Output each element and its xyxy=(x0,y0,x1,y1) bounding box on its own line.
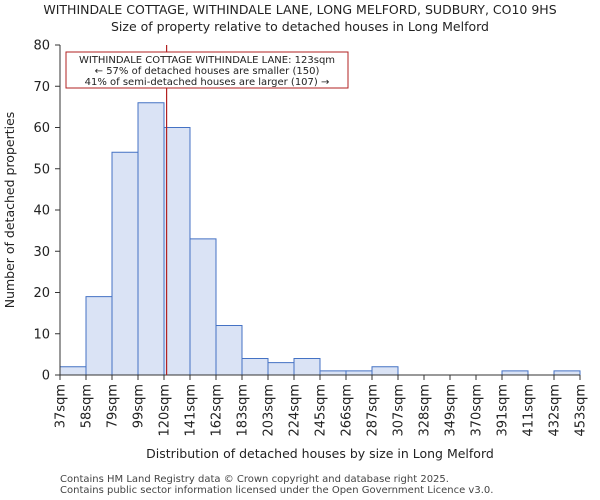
y-tick-label-0: 0 xyxy=(42,369,50,384)
x-tick-label-58sqm: 58sqm xyxy=(80,384,95,428)
bar-183sqm xyxy=(241,358,269,376)
y-tick-label-60: 60 xyxy=(33,121,50,136)
bar-203sqm xyxy=(267,362,295,376)
x-tick-label-266sqm: 266sqm xyxy=(340,384,355,437)
bar-287sqm xyxy=(371,366,399,376)
bars-group xyxy=(59,102,581,376)
x-tick-label-370sqm: 370sqm xyxy=(470,384,485,437)
bar-432sqm xyxy=(553,370,581,376)
x-tick-label-141sqm: 141sqm xyxy=(184,384,199,437)
annotation-box xyxy=(65,51,349,89)
bar-37sqm xyxy=(59,366,87,376)
chart-subtitle: Size of property relative to detached ho… xyxy=(111,19,489,34)
x-tick-label-162sqm: 162sqm xyxy=(210,384,225,437)
bar-99sqm xyxy=(137,102,165,376)
y-tick-label-30: 30 xyxy=(33,245,50,260)
x-tick-label-99sqm: 99sqm xyxy=(132,384,147,428)
bar-141sqm xyxy=(189,238,217,376)
annotation-line-2: ← 57% of detached houses are smaller (15… xyxy=(95,66,320,77)
bar-245sqm xyxy=(319,370,347,376)
x-tick-label-307sqm: 307sqm xyxy=(392,384,407,437)
bar-162sqm xyxy=(215,325,243,376)
x-tick-label-79sqm: 79sqm xyxy=(106,384,121,428)
x-tick-label-411sqm: 411sqm xyxy=(522,384,537,437)
y-tick-label-40: 40 xyxy=(33,204,50,219)
x-tick-label-120sqm: 120sqm xyxy=(158,384,173,437)
x-tick-label-183sqm: 183sqm xyxy=(236,384,251,437)
annotation-line-3: 41% of semi-detached houses are larger (… xyxy=(85,77,330,88)
x-tick-label-349sqm: 349sqm xyxy=(444,384,459,437)
x-tick-label-453sqm: 453sqm xyxy=(574,384,589,437)
bar-224sqm xyxy=(293,358,321,376)
x-tick-label-391sqm: 391sqm xyxy=(496,384,511,437)
x-tick-label-224sqm: 224sqm xyxy=(288,384,303,437)
y-tick-label-50: 50 xyxy=(33,162,50,177)
y-tick-label-80: 80 xyxy=(33,39,50,54)
y-tick-label-70: 70 xyxy=(33,80,50,95)
x-tick-label-287sqm: 287sqm xyxy=(366,384,381,437)
bar-120sqm xyxy=(163,127,191,376)
footer-line-1: Contains HM Land Registry data © Crown c… xyxy=(60,474,449,485)
x-axis-label: Distribution of detached houses by size … xyxy=(146,446,494,461)
chart-title: WITHINDALE COTTAGE, WITHINDALE LANE, LON… xyxy=(43,2,557,17)
y-tick-label-10: 10 xyxy=(33,327,50,342)
bar-391sqm xyxy=(501,370,529,376)
y-axis-ticks: 0 10 20 30 40 50 60 70 80 xyxy=(33,39,60,384)
bar-266sqm xyxy=(345,370,373,376)
bar-58sqm xyxy=(85,296,113,376)
x-tick-label-328sqm: 328sqm xyxy=(418,384,433,437)
annotation-line-1: WITHINDALE COTTAGE WITHINDALE LANE: 123s… xyxy=(79,55,335,66)
y-axis-label: Number of detached properties xyxy=(2,112,17,309)
x-tick-label-245sqm: 245sqm xyxy=(314,384,329,437)
x-tick-label-37sqm: 37sqm xyxy=(54,384,69,428)
footer-line-2: Contains public sector information licen… xyxy=(60,485,494,496)
bar-79sqm xyxy=(111,151,139,376)
x-axis-ticks: 37sqm 58sqm 79sqm 99sqm 120sqm 141sqm 162sqm 18… xyxy=(54,375,589,437)
x-tick-label-203sqm: 203sqm xyxy=(262,384,277,437)
y-tick-label-20: 20 xyxy=(33,286,50,301)
x-tick-label-432sqm: 432sqm xyxy=(548,384,563,437)
